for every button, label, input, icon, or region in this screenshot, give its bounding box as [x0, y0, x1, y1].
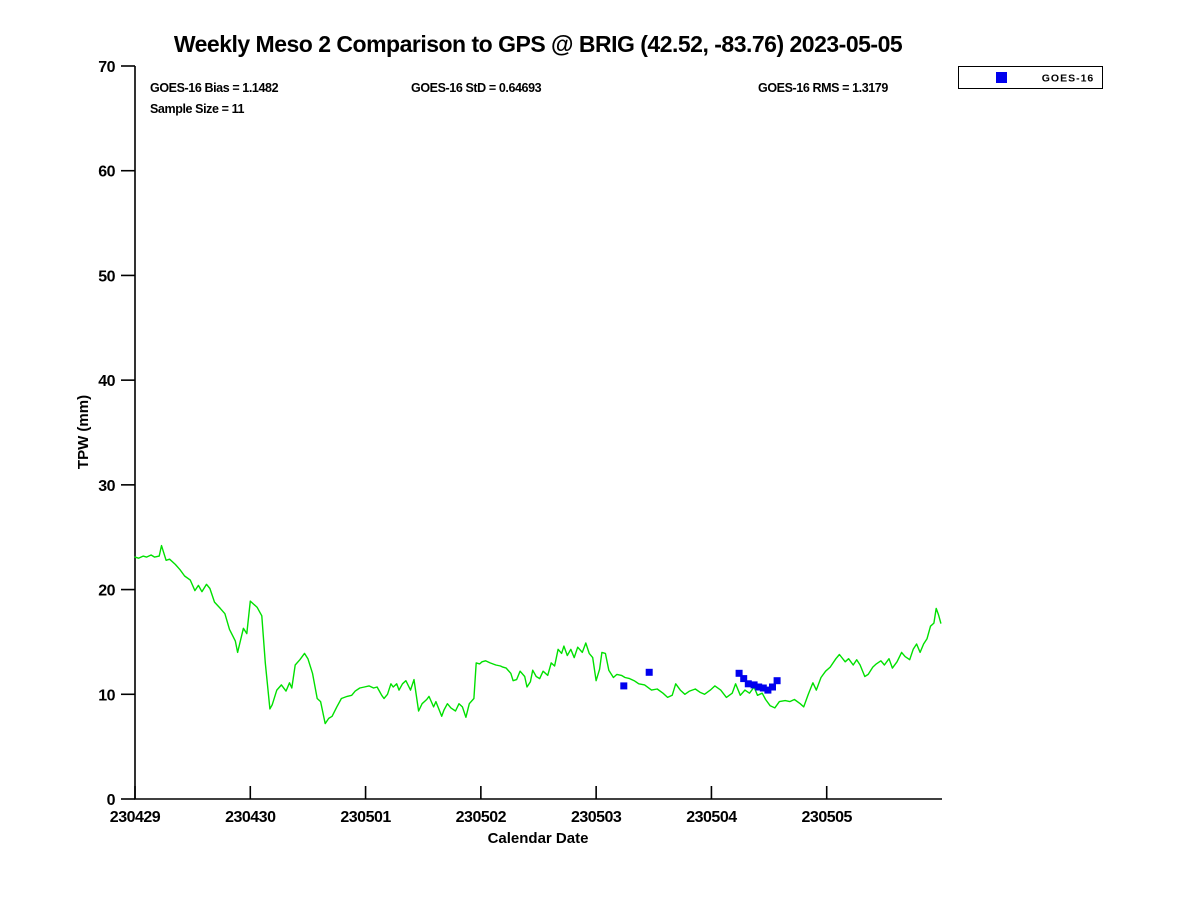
legend-box — [958, 66, 1103, 89]
page-title: Weekly Meso 2 Comparison to GPS @ BRIG (… — [174, 31, 903, 57]
x-tick-label: 230502 — [456, 809, 507, 826]
legend-goes16-marker-icon — [996, 72, 1007, 83]
stat-bias: GOES-16 Bias = 1.1482 — [150, 81, 279, 95]
y-axis-label: TPW (mm) — [75, 395, 92, 469]
goes16-data-point — [744, 680, 752, 688]
x-axis-label: Calendar Date — [488, 830, 589, 847]
gps-line-series — [134, 544, 942, 725]
goes16-data-point — [750, 681, 758, 689]
goes16-data-point — [735, 669, 743, 677]
y-tick-label: 30 — [98, 478, 115, 495]
x-tick-label: 230503 — [571, 809, 622, 826]
goes-marker-series — [620, 668, 781, 694]
goes16-data-point — [740, 675, 748, 683]
goes16-data-point — [755, 683, 763, 691]
stat-rms: GOES-16 RMS = 1.3179 — [758, 81, 888, 95]
y-tick-label: 0 — [107, 792, 116, 809]
y-tick-label: 40 — [98, 373, 115, 390]
goes16-data-point — [620, 682, 628, 690]
legend-goes16-label: GOES-16 — [1042, 73, 1095, 85]
stat-sample-size: Sample Size = 11 — [150, 102, 244, 116]
y-axis-ticks: 0 10 20 30 40 50 60 70 — [98, 59, 135, 809]
x-tick-label: 230505 — [802, 809, 853, 826]
y-tick-label: 50 — [98, 268, 115, 285]
x-axis-ticks: 230429 230430 230501 230502 230503 230504 2305… — [110, 786, 853, 826]
y-tick-label: 20 — [98, 583, 115, 600]
goes16-data-point — [769, 683, 776, 691]
legend: GOES-16 — [958, 66, 1103, 89]
goes16-data-point — [764, 686, 772, 694]
stat-std: GOES-16 StD = 0.64693 — [411, 81, 542, 95]
goes16-data-point — [645, 668, 653, 676]
x-tick-label: 230429 — [110, 809, 161, 826]
x-tick-label: 230501 — [340, 809, 391, 826]
axis-lines — [134, 66, 942, 800]
y-tick-label: 60 — [98, 164, 115, 181]
y-tick-label: 70 — [98, 59, 115, 76]
goes16-data-point — [759, 684, 767, 692]
x-tick-label: 230430 — [225, 809, 276, 826]
gps-tpw-line — [134, 544, 942, 725]
goes16-data-point — [773, 677, 781, 685]
x-tick-label: 230504 — [686, 809, 737, 826]
y-tick-label: 10 — [98, 687, 115, 704]
